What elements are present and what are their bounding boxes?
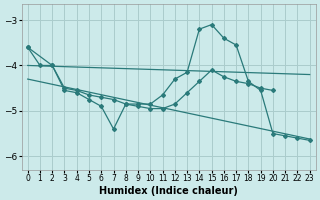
X-axis label: Humidex (Indice chaleur): Humidex (Indice chaleur) xyxy=(99,186,238,196)
